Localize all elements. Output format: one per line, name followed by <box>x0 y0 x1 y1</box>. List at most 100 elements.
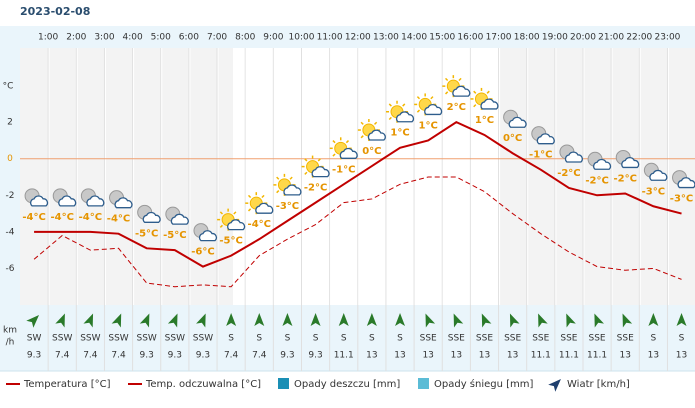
value-label: -5°C <box>219 236 242 247</box>
chart-title: 2023-02-08 <box>20 5 90 18</box>
wind-direction: S <box>228 334 234 344</box>
wind-arrow <box>310 313 321 326</box>
cloud <box>30 195 49 207</box>
wind-speed: 13 <box>676 351 687 361</box>
value-label: -4°C <box>79 212 102 223</box>
wind-speed: 9.3 <box>308 351 322 361</box>
cloud <box>649 169 668 181</box>
hour-label: 6:00 <box>179 33 199 43</box>
sun-ray <box>332 140 336 144</box>
wind-speed: 9.3 <box>280 351 294 361</box>
value-label: -6°C <box>191 247 214 258</box>
hour-label: 20:00 <box>570 33 596 43</box>
weather-icon <box>615 149 640 169</box>
weather-icon <box>273 173 302 196</box>
wind-arrow <box>566 313 576 328</box>
wind-unit: km <box>3 326 17 336</box>
wind-speed: 13 <box>507 351 518 361</box>
wind-arrow <box>395 313 406 326</box>
wind-direction: SSW <box>165 334 185 344</box>
weather-icon <box>109 190 133 209</box>
weather-icon <box>386 100 415 123</box>
wind-speed: 11.1 <box>587 351 607 361</box>
wind-arrow <box>196 313 206 328</box>
cloud <box>170 213 189 225</box>
hour-label: 21:00 <box>598 33 624 43</box>
wind-direction: SSW <box>52 334 72 344</box>
value-label: -2°C <box>557 168 580 179</box>
cloud <box>480 98 499 110</box>
wind-direction: SSE <box>448 334 465 344</box>
sun-ray <box>304 171 308 175</box>
sun-ray <box>276 190 280 194</box>
hour-label: 19:00 <box>542 33 568 43</box>
value-label: 0°C <box>503 133 522 144</box>
wind-direction: S <box>651 334 657 344</box>
wind-speed: 11.1 <box>559 351 579 361</box>
cloud <box>283 184 302 196</box>
weather-icon <box>245 192 274 215</box>
weather-icon <box>329 137 358 160</box>
weather-icon <box>217 208 246 231</box>
cloud <box>86 195 105 207</box>
hour-row <box>20 26 695 48</box>
wind-direction: SSE <box>420 334 437 344</box>
hour-label: 1:00 <box>38 33 58 43</box>
hour-label: 8:00 <box>235 33 255 43</box>
legend-label: Temperatura [°C] <box>23 379 111 390</box>
hour-label: 10:00 <box>289 33 315 43</box>
sun-ray <box>402 103 406 107</box>
weather-icon <box>52 188 77 207</box>
wind-speed: 13 <box>648 351 659 361</box>
cloud <box>395 111 415 123</box>
wind-speed: 13 <box>479 351 490 361</box>
wind-arrow <box>509 313 520 328</box>
wind-direction: SSE <box>589 334 606 344</box>
wind-speed: 11.1 <box>334 351 354 361</box>
wind-direction: S <box>369 334 375 344</box>
wind-speed: 13 <box>366 351 377 361</box>
value-label: -5°C <box>135 228 158 239</box>
hour-label: 9:00 <box>263 33 283 43</box>
weather-icon <box>193 223 217 242</box>
weather-icon <box>414 93 443 116</box>
value-label: 2°C <box>447 102 466 113</box>
cloud <box>198 230 217 242</box>
value-label: -4°C <box>22 212 45 223</box>
wind-direction: S <box>341 334 347 344</box>
series-line <box>34 121 682 268</box>
value-label: -2°C <box>613 173 636 184</box>
weather-icon <box>442 75 471 98</box>
wind-speed: 7.4 <box>83 351 98 361</box>
sun-ray <box>261 194 265 199</box>
sun-ray <box>219 211 223 215</box>
y-tick-label: 0 <box>7 154 13 164</box>
wind-direction: S <box>256 334 262 344</box>
sun-ray <box>276 176 280 180</box>
wind-direction: SW <box>27 334 42 344</box>
value-label: -3°C <box>276 201 299 212</box>
value-label: -1°C <box>332 164 355 175</box>
wind-direction: SSE <box>617 334 634 344</box>
value-label: -2°C <box>585 175 608 186</box>
hour-label: 5:00 <box>151 33 171 43</box>
sun-ray <box>219 224 223 228</box>
sun-ray <box>388 103 392 107</box>
hour-label: 14:00 <box>401 33 427 43</box>
wind-direction: SSE <box>532 334 549 344</box>
cloud <box>621 157 640 169</box>
legend-swatch <box>418 378 429 389</box>
weather-icon <box>137 204 161 223</box>
wind-direction: S <box>679 334 685 344</box>
wind-arrow <box>226 313 237 326</box>
value-label: 0°C <box>362 146 381 157</box>
cloud <box>564 151 583 163</box>
hour-label: 13:00 <box>373 33 399 43</box>
hour-label: 4:00 <box>122 33 142 43</box>
wind-arrow <box>111 313 122 328</box>
cloud <box>367 129 386 141</box>
hour-label: 16:00 <box>457 33 483 43</box>
legend-swatch <box>278 378 289 389</box>
value-label: -4°C <box>50 212 73 223</box>
